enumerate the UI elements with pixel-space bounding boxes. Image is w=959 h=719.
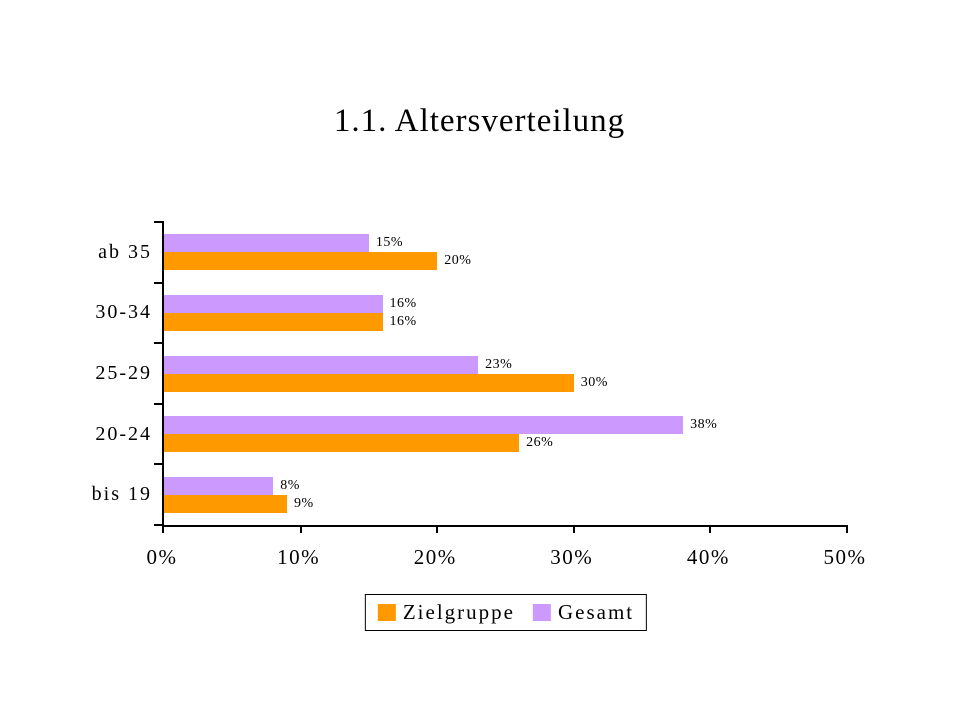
- legend-swatch-gesamt: [532, 604, 551, 621]
- x-axis-tick: [162, 525, 164, 533]
- x-axis-tick-label-50-: 50%: [823, 545, 867, 569]
- bar-zielgruppe-bis-19: [164, 494, 287, 513]
- legend-item-zielgruppe: Zielgruppe: [377, 600, 515, 625]
- x-axis-tick-label-0-: 0%: [146, 545, 178, 569]
- bar-value-label-gesamt-20-24: 38%: [690, 417, 718, 433]
- bar-value-label-gesamt-ab-35: 15%: [375, 235, 404, 251]
- bar-value-label-gesamt-25-29: 23%: [485, 356, 513, 372]
- y-axis-category-label-ab-35: ab 35: [98, 240, 152, 263]
- x-axis-tick: [436, 525, 439, 533]
- legend-swatch-zielgruppe: [377, 604, 396, 621]
- y-axis-category-label-20-24: 20-24: [95, 422, 152, 445]
- x-axis-tick: [299, 525, 302, 533]
- plot-area: 15% 20% 16% 16% 23% 30% 38% 26% 8% 9%: [154, 221, 848, 533]
- bar-zielgruppe-30-34: [164, 312, 383, 331]
- y-axis-tick: [154, 221, 164, 223]
- bar-value-label-zielgruppe-ab-35: 20%: [444, 253, 472, 269]
- legend: Zielgruppe Gesamt: [364, 594, 648, 631]
- x-axis-tick-label-10-: 10%: [277, 545, 321, 569]
- x-axis-tick-label-40-: 40%: [686, 545, 730, 569]
- chart-title: 1.1. Altersverteilung: [333, 103, 626, 139]
- bar-gesamt-25-29: [164, 355, 479, 374]
- bar-value-label-gesamt-30-34: 16%: [389, 295, 417, 311]
- bar-gesamt-30-34: [164, 294, 383, 313]
- bar-gesamt-ab-35: [164, 234, 369, 253]
- x-axis-tick: [572, 525, 575, 533]
- y-axis-tick: [154, 524, 164, 526]
- bar-value-label-zielgruppe-20-24: 26%: [526, 435, 554, 451]
- bar-gesamt-bis-19: [164, 476, 274, 495]
- bar-zielgruppe-ab-35: [164, 252, 438, 271]
- y-axis-category-label-30-34: 30-34: [95, 301, 152, 324]
- bar-zielgruppe-20-24: [164, 434, 520, 453]
- bar-value-label-zielgruppe-25-29: 30%: [580, 374, 608, 390]
- bar-value-label-zielgruppe-30-34: 16%: [389, 313, 417, 329]
- bar-value-label-zielgruppe-bis-19: 9%: [293, 495, 314, 511]
- x-axis-tick: [709, 525, 712, 533]
- x-axis-tick-label-30-: 30%: [550, 545, 594, 569]
- y-axis-tick: [154, 342, 164, 345]
- y-axis-tick: [154, 402, 164, 405]
- bar-value-label-gesamt-bis-19: 8%: [280, 477, 300, 493]
- bar-gesamt-20-24: [164, 416, 684, 435]
- y-axis-tick: [154, 281, 164, 284]
- legend-label-gesamt: Gesamt: [557, 600, 635, 624]
- x-axis-tick-label-20-: 20%: [413, 545, 457, 569]
- y-axis-tick: [154, 463, 164, 466]
- legend-item-gesamt: Gesamt: [532, 600, 635, 625]
- y-axis-category-label-bis-19: bis 19: [91, 483, 152, 506]
- y-axis-category-label-25-29: 25-29: [95, 361, 152, 384]
- bar-zielgruppe-25-29: [164, 373, 574, 392]
- legend-label-zielgruppe: Zielgruppe: [402, 600, 515, 624]
- x-axis-tick: [846, 525, 848, 533]
